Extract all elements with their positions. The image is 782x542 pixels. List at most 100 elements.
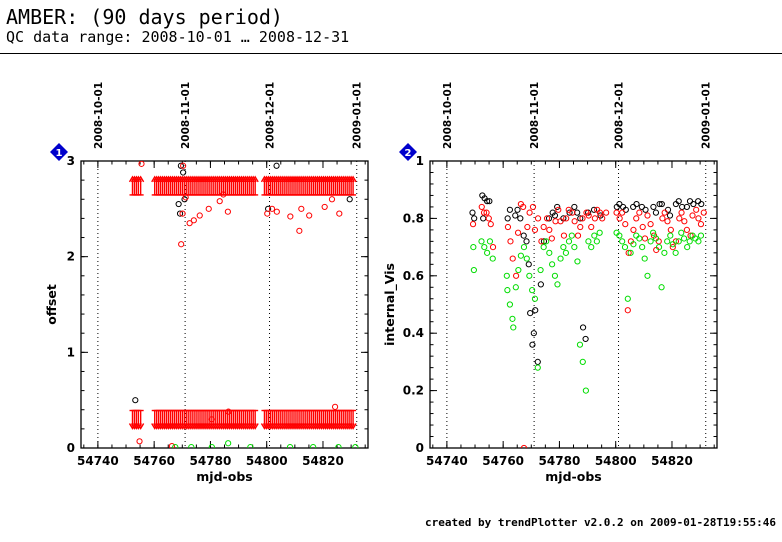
data-point-green	[669, 241, 676, 248]
data-point-green	[506, 301, 514, 308]
x-tick-label: 54740	[77, 454, 119, 468]
data-point-red	[625, 249, 632, 256]
data-point-green	[616, 232, 623, 239]
data-point-green	[534, 364, 541, 371]
data-point-green	[579, 358, 586, 365]
y-tick-label: 0	[67, 441, 75, 455]
lower-limit-arrowhead	[251, 423, 259, 430]
data-point-black	[577, 215, 584, 222]
data-point-green	[543, 238, 550, 245]
data-point-red	[216, 198, 223, 205]
data-point-red	[661, 209, 668, 216]
data-point-red	[619, 209, 626, 216]
data-point-black	[346, 196, 353, 203]
lower-limit-arrowhead	[137, 423, 145, 430]
date-marker-label: 2008-10-01	[93, 82, 105, 149]
data-point-green	[686, 238, 693, 245]
data-point-red	[529, 203, 537, 211]
data-point-red	[695, 215, 702, 222]
data-point-green	[680, 235, 688, 242]
data-point-green	[639, 244, 646, 251]
data-point-black	[551, 212, 559, 219]
data-point-red	[700, 209, 707, 216]
data-point-green	[484, 249, 491, 256]
data-point-green	[641, 255, 648, 262]
data-point-green	[523, 255, 530, 262]
data-point-black	[566, 209, 573, 216]
data-point-black	[527, 310, 534, 317]
data-point-red	[552, 218, 559, 225]
data-point-black	[176, 210, 184, 217]
data-point-red	[520, 203, 527, 211]
data-point-green	[489, 255, 496, 262]
data-point-red	[136, 438, 143, 445]
x-tick-label: 54800	[595, 454, 637, 468]
data-point-green	[576, 341, 584, 348]
data-point-green	[627, 249, 634, 256]
data-point-red	[531, 226, 539, 233]
data-point-black	[690, 200, 697, 208]
page-title: AMBER: (90 days period)	[6, 5, 283, 29]
upper-limit-arrowhead	[349, 175, 357, 183]
data-point-green	[585, 238, 592, 245]
y-tick-label: 1	[67, 345, 75, 359]
data-point-green	[554, 281, 561, 288]
data-point-red	[273, 208, 280, 215]
data-point-black	[175, 200, 182, 208]
data-point-green	[647, 238, 654, 245]
data-point-red	[577, 223, 584, 231]
date-marker-label: 2008-12-01	[265, 82, 277, 149]
data-point-red	[489, 244, 497, 251]
data-point-red	[633, 215, 640, 222]
data-point-red	[264, 210, 271, 217]
data-point-green	[684, 244, 691, 251]
data-point-red	[524, 223, 531, 231]
data-point-red	[180, 162, 187, 169]
data-point-red	[693, 206, 700, 213]
data-point-black	[132, 397, 139, 404]
data-point-red	[669, 244, 676, 251]
data-point-green	[470, 244, 477, 251]
data-point-red	[571, 218, 578, 225]
chart-panel-2: 2008-10-01 2008-11-01 2008-12-01 2009-01-01…	[382, 82, 718, 484]
data-point-red	[509, 255, 516, 262]
data-point-green	[549, 261, 556, 268]
data-point-red	[681, 218, 688, 225]
data-point-green	[478, 238, 485, 245]
data-point-green	[655, 244, 663, 251]
data-point-green	[504, 287, 511, 294]
data-point-green	[486, 238, 494, 245]
data-point-red	[683, 226, 690, 233]
data-point-green	[551, 272, 559, 279]
data-point-red	[548, 235, 555, 242]
data-point-black	[571, 203, 578, 211]
data-point-red	[483, 209, 490, 216]
data-point-red	[268, 205, 276, 212]
data-point-green	[540, 244, 547, 251]
data-point-red	[647, 221, 654, 228]
data-point-green	[661, 249, 668, 256]
data-point-green	[633, 232, 640, 239]
data-point-black	[530, 330, 537, 337]
panel-badge-number: 2	[405, 148, 412, 159]
data-point-red	[636, 209, 643, 216]
date-marker-label: 2008-10-01	[442, 82, 454, 149]
data-point-green	[565, 238, 573, 245]
data-point-red	[591, 215, 598, 222]
date-marker-label: 2008-11-01	[529, 82, 541, 149]
data-point-red	[186, 220, 193, 227]
data-point-red	[469, 221, 477, 228]
data-point-green	[667, 232, 674, 239]
data-point-red	[560, 232, 568, 239]
panel-badge-number: 1	[56, 148, 63, 159]
data-point-green	[537, 266, 544, 274]
data-point-red	[196, 212, 203, 219]
data-point-black	[517, 215, 524, 222]
data-point-red	[480, 209, 488, 216]
data-point-green	[560, 244, 567, 251]
header-divider	[0, 53, 782, 54]
data-point-red	[579, 215, 586, 222]
data-point-red	[520, 444, 528, 448]
data-point-green	[644, 272, 651, 279]
data-point-black	[579, 324, 587, 331]
